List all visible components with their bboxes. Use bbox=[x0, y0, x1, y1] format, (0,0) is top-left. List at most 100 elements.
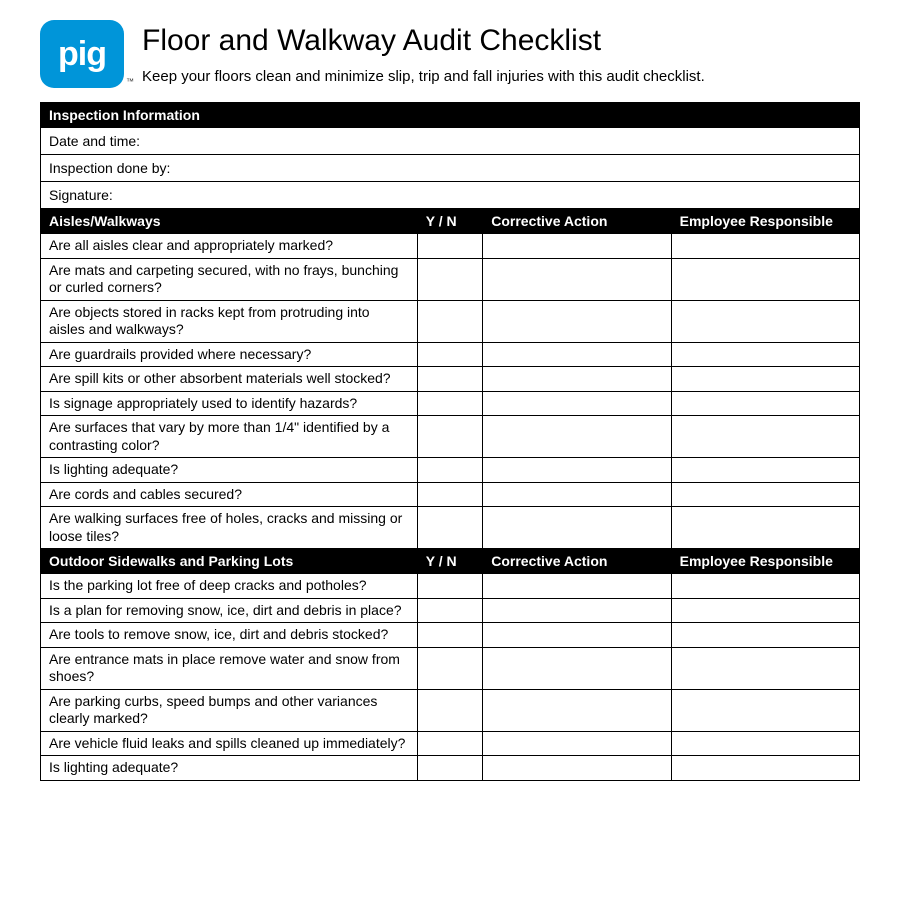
corrective-cell[interactable] bbox=[483, 391, 671, 416]
yn-cell[interactable] bbox=[417, 258, 483, 300]
checklist-row: Are objects stored in racks kept from pr… bbox=[41, 300, 860, 342]
question-label: Are guardrails provided where necessary? bbox=[41, 342, 418, 367]
question-label: Are parking curbs, speed bumps and other… bbox=[41, 689, 418, 731]
checklist-row: Is lighting adequate? bbox=[41, 756, 860, 781]
col-header-corrective: Corrective Action bbox=[483, 209, 671, 234]
corrective-cell[interactable] bbox=[483, 342, 671, 367]
col-header-employee: Employee Responsible bbox=[671, 209, 859, 234]
checklist-row: Are cords and cables secured? bbox=[41, 482, 860, 507]
corrective-cell[interactable] bbox=[483, 731, 671, 756]
yn-cell[interactable] bbox=[417, 416, 483, 458]
corrective-cell[interactable] bbox=[483, 367, 671, 392]
checklist-row: Are all aisles clear and appropriately m… bbox=[41, 234, 860, 259]
question-label: Are cords and cables secured? bbox=[41, 482, 418, 507]
corrective-cell[interactable] bbox=[483, 300, 671, 342]
question-label: Are walking surfaces free of holes, crac… bbox=[41, 507, 418, 549]
employee-cell[interactable] bbox=[671, 482, 859, 507]
question-label: Are tools to remove snow, ice, dirt and … bbox=[41, 623, 418, 648]
checklist-row: Are spill kits or other absorbent materi… bbox=[41, 367, 860, 392]
employee-cell[interactable] bbox=[671, 647, 859, 689]
info-field-label[interactable]: Date and time: bbox=[41, 128, 860, 155]
info-row: Date and time: bbox=[41, 128, 860, 155]
checklist-row: Is lighting adequate? bbox=[41, 458, 860, 483]
yn-cell[interactable] bbox=[417, 482, 483, 507]
checklist-row: Is signage appropriately used to identif… bbox=[41, 391, 860, 416]
employee-cell[interactable] bbox=[671, 458, 859, 483]
corrective-cell[interactable] bbox=[483, 689, 671, 731]
corrective-cell[interactable] bbox=[483, 258, 671, 300]
employee-cell[interactable] bbox=[671, 756, 859, 781]
employee-cell[interactable] bbox=[671, 300, 859, 342]
employee-cell[interactable] bbox=[671, 574, 859, 599]
section-header-info: Inspection Information bbox=[41, 103, 860, 128]
info-field-label[interactable]: Signature: bbox=[41, 182, 860, 209]
corrective-cell[interactable] bbox=[483, 482, 671, 507]
question-label: Are spill kits or other absorbent materi… bbox=[41, 367, 418, 392]
page-title: Floor and Walkway Audit Checklist bbox=[142, 24, 860, 58]
header: pig ™ Floor and Walkway Audit Checklist … bbox=[40, 20, 860, 88]
yn-cell[interactable] bbox=[417, 391, 483, 416]
section-header-checklist: Outdoor Sidewalks and Parking LotsY / NC… bbox=[41, 549, 860, 574]
corrective-cell[interactable] bbox=[483, 756, 671, 781]
employee-cell[interactable] bbox=[671, 623, 859, 648]
col-header-corrective: Corrective Action bbox=[483, 549, 671, 574]
col-header-yn: Y / N bbox=[417, 209, 483, 234]
corrective-cell[interactable] bbox=[483, 458, 671, 483]
col-header-employee: Employee Responsible bbox=[671, 549, 859, 574]
question-label: Are vehicle fluid leaks and spills clean… bbox=[41, 731, 418, 756]
checklist-row: Are entrance mats in place remove water … bbox=[41, 647, 860, 689]
yn-cell[interactable] bbox=[417, 342, 483, 367]
yn-cell[interactable] bbox=[417, 689, 483, 731]
yn-cell[interactable] bbox=[417, 756, 483, 781]
question-label: Is the parking lot free of deep cracks a… bbox=[41, 574, 418, 599]
yn-cell[interactable] bbox=[417, 367, 483, 392]
brand-logo-tm: ™ bbox=[126, 77, 134, 86]
checklist-row: Are tools to remove snow, ice, dirt and … bbox=[41, 623, 860, 648]
employee-cell[interactable] bbox=[671, 391, 859, 416]
corrective-cell[interactable] bbox=[483, 598, 671, 623]
checklist-row: Are guardrails provided where necessary? bbox=[41, 342, 860, 367]
yn-cell[interactable] bbox=[417, 507, 483, 549]
checklist-row: Is the parking lot free of deep cracks a… bbox=[41, 574, 860, 599]
section-title: Inspection Information bbox=[41, 103, 860, 128]
yn-cell[interactable] bbox=[417, 623, 483, 648]
question-label: Is lighting adequate? bbox=[41, 458, 418, 483]
employee-cell[interactable] bbox=[671, 731, 859, 756]
corrective-cell[interactable] bbox=[483, 623, 671, 648]
yn-cell[interactable] bbox=[417, 731, 483, 756]
title-block: Floor and Walkway Audit Checklist Keep y… bbox=[142, 20, 860, 85]
corrective-cell[interactable] bbox=[483, 647, 671, 689]
yn-cell[interactable] bbox=[417, 598, 483, 623]
corrective-cell[interactable] bbox=[483, 416, 671, 458]
yn-cell[interactable] bbox=[417, 234, 483, 259]
corrective-cell[interactable] bbox=[483, 234, 671, 259]
employee-cell[interactable] bbox=[671, 258, 859, 300]
info-field-label[interactable]: Inspection done by: bbox=[41, 155, 860, 182]
corrective-cell[interactable] bbox=[483, 574, 671, 599]
yn-cell[interactable] bbox=[417, 458, 483, 483]
employee-cell[interactable] bbox=[671, 598, 859, 623]
checklist-table: Inspection InformationDate and time:Insp… bbox=[40, 102, 860, 781]
employee-cell[interactable] bbox=[671, 367, 859, 392]
employee-cell[interactable] bbox=[671, 234, 859, 259]
checklist-row: Is a plan for removing snow, ice, dirt a… bbox=[41, 598, 860, 623]
info-row: Signature: bbox=[41, 182, 860, 209]
question-label: Is lighting adequate? bbox=[41, 756, 418, 781]
checklist-row: Are surfaces that vary by more than 1/4"… bbox=[41, 416, 860, 458]
question-label: Are entrance mats in place remove water … bbox=[41, 647, 418, 689]
question-label: Are mats and carpeting secured, with no … bbox=[41, 258, 418, 300]
section-header-checklist: Aisles/WalkwaysY / NCorrective ActionEmp… bbox=[41, 209, 860, 234]
corrective-cell[interactable] bbox=[483, 507, 671, 549]
question-label: Are surfaces that vary by more than 1/4"… bbox=[41, 416, 418, 458]
employee-cell[interactable] bbox=[671, 416, 859, 458]
checklist-row: Are vehicle fluid leaks and spills clean… bbox=[41, 731, 860, 756]
checklist-row: Are mats and carpeting secured, with no … bbox=[41, 258, 860, 300]
yn-cell[interactable] bbox=[417, 647, 483, 689]
question-label: Is signage appropriately used to identif… bbox=[41, 391, 418, 416]
yn-cell[interactable] bbox=[417, 300, 483, 342]
employee-cell[interactable] bbox=[671, 689, 859, 731]
employee-cell[interactable] bbox=[671, 342, 859, 367]
employee-cell[interactable] bbox=[671, 507, 859, 549]
section-title: Outdoor Sidewalks and Parking Lots bbox=[41, 549, 418, 574]
yn-cell[interactable] bbox=[417, 574, 483, 599]
